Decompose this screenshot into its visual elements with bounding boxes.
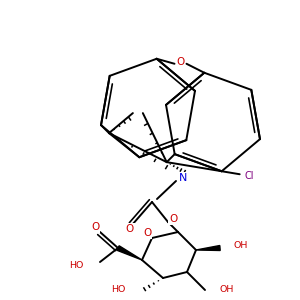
Text: O: O [176,57,184,67]
Text: O: O [91,222,99,232]
Polygon shape [196,245,220,250]
Text: Cl: Cl [245,171,254,181]
Text: O: O [169,214,177,224]
Text: N: N [179,173,187,183]
Text: OH: OH [219,286,233,295]
Text: HO: HO [112,286,126,295]
Polygon shape [117,246,142,260]
Text: O: O [143,228,151,238]
Text: OH: OH [234,242,248,250]
Text: O: O [126,224,134,234]
Text: HO: HO [70,260,84,269]
